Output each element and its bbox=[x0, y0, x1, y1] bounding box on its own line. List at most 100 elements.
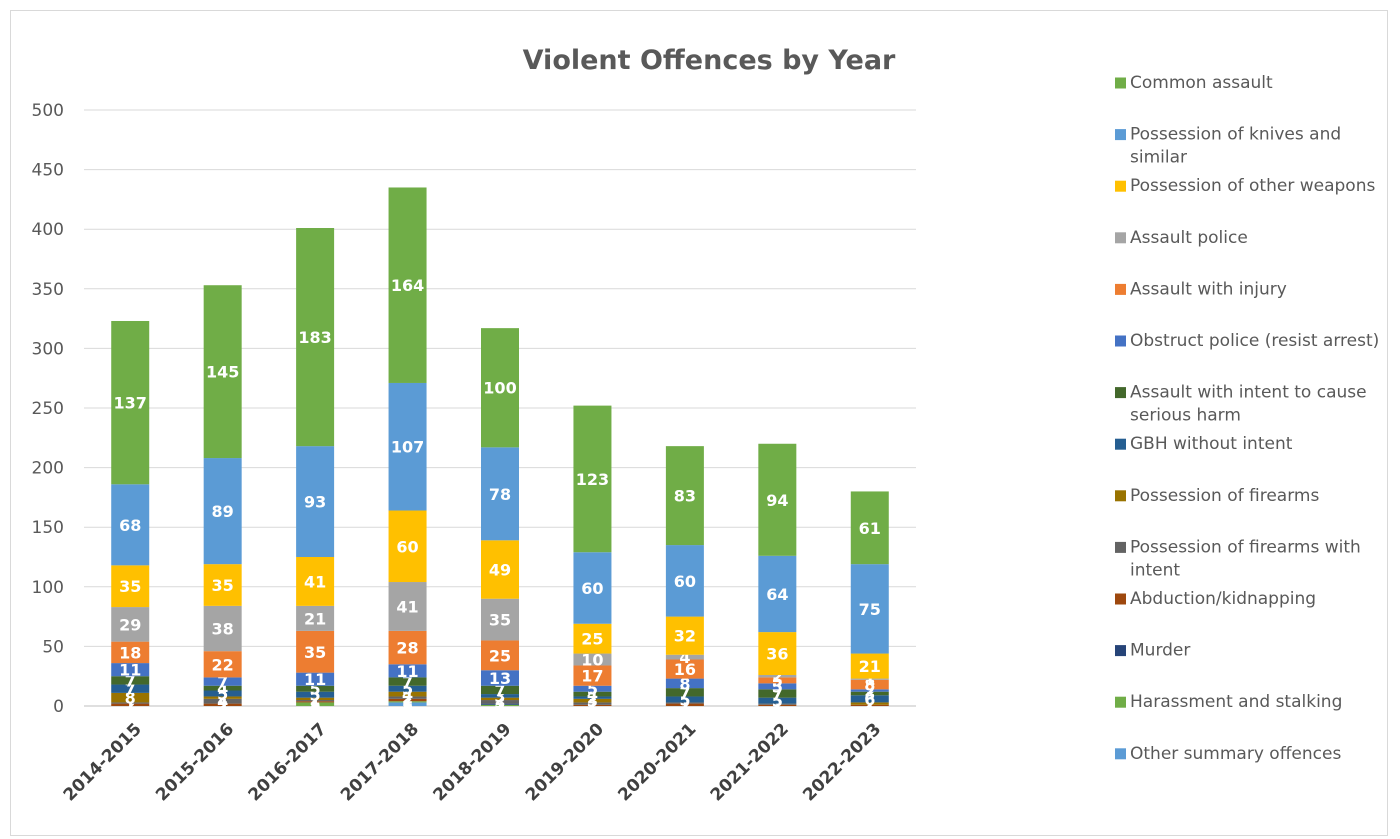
data-label: 145 bbox=[206, 363, 239, 382]
bar-segment bbox=[665, 688, 704, 697]
bar-segment bbox=[481, 704, 519, 706]
data-label: 25 bbox=[581, 630, 603, 649]
bar-segment bbox=[203, 696, 242, 699]
data-label: 5 bbox=[310, 686, 321, 705]
data-label: 5 bbox=[772, 677, 783, 696]
bar-segment bbox=[481, 700, 519, 704]
legend-item: Murder bbox=[1115, 641, 1190, 661]
bar-segment bbox=[758, 683, 797, 690]
data-label: 83 bbox=[674, 487, 696, 506]
bar-segment bbox=[758, 704, 797, 706]
bar-segment bbox=[296, 630, 335, 673]
bars: 2187711182935681372425472238358914531125… bbox=[111, 187, 889, 715]
bar-segment bbox=[665, 696, 704, 703]
x-axis: 2014-2015 2015-2016 2016-2017 2017-2018 2018… bbox=[60, 719, 886, 805]
bar-segment bbox=[850, 695, 889, 703]
data-label: 1 bbox=[494, 696, 505, 715]
data-label: 8 bbox=[679, 674, 690, 693]
bar-segment bbox=[481, 540, 519, 599]
legend-label: Assault police bbox=[1130, 228, 1248, 248]
bar-segment bbox=[388, 685, 427, 692]
bar-segment bbox=[665, 545, 704, 617]
bar-segment bbox=[388, 696, 427, 699]
legend-label: Assault with injury bbox=[1130, 279, 1287, 299]
legend-label: Harassment and stalking bbox=[1130, 692, 1342, 712]
legend-label: Possession of knives and similar bbox=[1130, 125, 1341, 168]
bar-segment bbox=[203, 690, 242, 697]
data-label: 1 bbox=[494, 695, 505, 714]
data-label: 5 bbox=[587, 680, 598, 699]
legend-swatch bbox=[1115, 541, 1126, 553]
chart-title: Violent Offences by Year bbox=[523, 45, 896, 76]
bar-segment bbox=[388, 187, 427, 383]
data-label: 2 bbox=[310, 690, 321, 709]
bar-segment bbox=[573, 702, 612, 705]
bar-segment bbox=[203, 685, 242, 691]
bar-segment bbox=[296, 697, 335, 701]
legend-label: Murder bbox=[1130, 641, 1190, 661]
legend-swatch bbox=[1115, 593, 1126, 605]
legend-item: Common assault bbox=[1115, 73, 1273, 93]
y-tick-label: 450 bbox=[32, 161, 64, 181]
data-label: 7 bbox=[125, 671, 136, 690]
bar-segment bbox=[665, 654, 704, 660]
data-label: 123 bbox=[576, 470, 609, 489]
data-label: 4 bbox=[402, 685, 413, 704]
bar-segment bbox=[111, 484, 150, 566]
legend-label: Assault with intent to cause serious harm bbox=[1130, 383, 1367, 426]
data-label: 1 bbox=[402, 693, 413, 712]
data-label: 38 bbox=[212, 620, 234, 639]
bar-segment bbox=[850, 679, 889, 690]
data-label: 2 bbox=[402, 689, 413, 708]
y-axis: 0 50 100 150 200 250 300 350 400 450 500 bbox=[32, 101, 64, 717]
bar-segment bbox=[850, 564, 889, 654]
data-label: 5 bbox=[679, 690, 690, 709]
data-label: 2 bbox=[864, 682, 875, 701]
bar-segment bbox=[388, 698, 427, 702]
data-label: 61 bbox=[859, 519, 881, 538]
bar-segment bbox=[296, 672, 335, 686]
data-label: 5 bbox=[772, 692, 783, 711]
data-label: 7 bbox=[772, 684, 783, 703]
bar-segment bbox=[850, 704, 889, 706]
legend-swatch bbox=[1115, 438, 1126, 450]
y-tick-label: 300 bbox=[32, 339, 64, 359]
bar-segment bbox=[296, 557, 335, 606]
data-label: 4 bbox=[679, 648, 690, 667]
data-label: 35 bbox=[489, 611, 511, 630]
bar-segment bbox=[573, 696, 612, 699]
data-label: 60 bbox=[396, 537, 418, 556]
data-label: 107 bbox=[391, 438, 424, 457]
legend-swatch bbox=[1115, 283, 1126, 295]
bar-segment bbox=[203, 605, 242, 652]
data-label: 183 bbox=[298, 328, 331, 347]
legend-label: Abduction/kidnapping bbox=[1130, 589, 1316, 609]
bar-segment bbox=[573, 698, 612, 703]
y-tick-label: 50 bbox=[42, 637, 64, 657]
data-label: 89 bbox=[212, 502, 234, 521]
data-label: 2 bbox=[402, 691, 413, 710]
legend-item: Possession of firearms with intent bbox=[1115, 537, 1361, 580]
bar-segment bbox=[296, 228, 335, 447]
x-tick-label: 2021-2022 bbox=[707, 719, 793, 805]
bar-segment bbox=[481, 685, 519, 695]
data-label: 22 bbox=[212, 655, 234, 674]
bar-segment bbox=[388, 664, 427, 678]
data-label: 4 bbox=[217, 692, 228, 711]
bar-segment bbox=[388, 691, 427, 697]
data-label: 41 bbox=[396, 597, 418, 616]
bar-segment bbox=[573, 552, 612, 624]
data-label: 1 bbox=[864, 670, 875, 689]
bar-segment bbox=[573, 623, 612, 654]
legend-swatch bbox=[1115, 490, 1126, 502]
y-tick-label: 250 bbox=[32, 399, 64, 419]
bar-segment bbox=[481, 703, 519, 705]
data-label: 29 bbox=[119, 615, 141, 634]
data-label: 13 bbox=[489, 669, 511, 688]
data-label: 49 bbox=[489, 561, 511, 580]
data-label: 6 bbox=[864, 690, 875, 709]
bar-segment bbox=[481, 694, 519, 698]
data-label: 5 bbox=[310, 680, 321, 699]
